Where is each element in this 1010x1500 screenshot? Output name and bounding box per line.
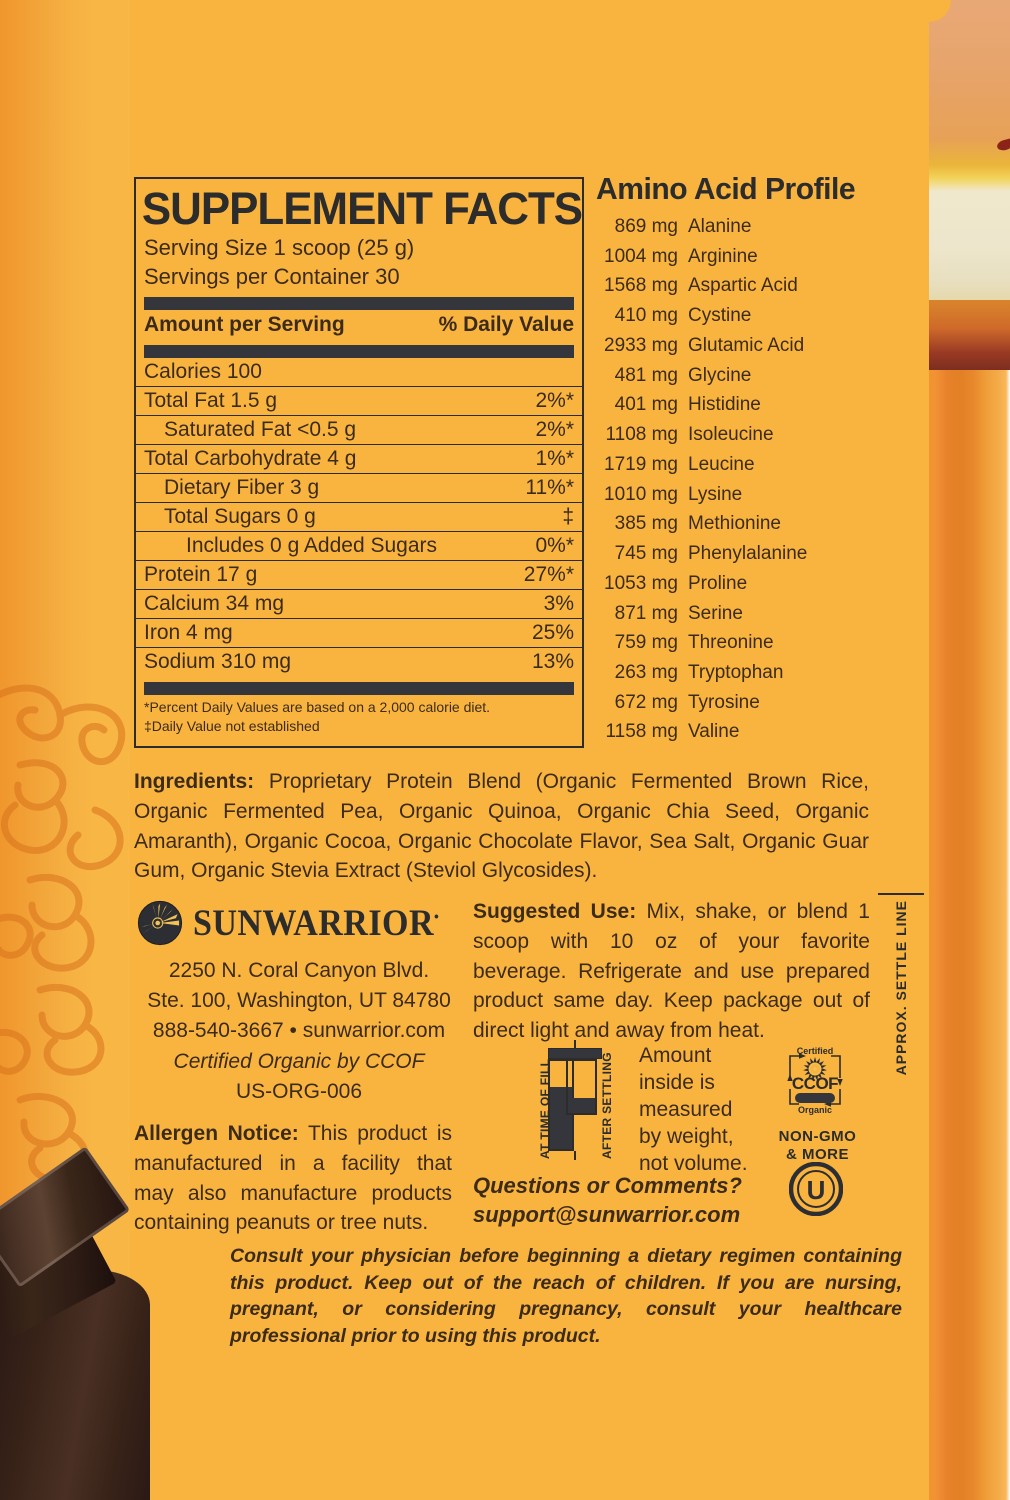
svg-text:CCOF: CCOF — [792, 1074, 838, 1093]
svg-text:Organic: Organic — [798, 1105, 832, 1115]
svg-text:Certified: Certified — [797, 1046, 834, 1056]
